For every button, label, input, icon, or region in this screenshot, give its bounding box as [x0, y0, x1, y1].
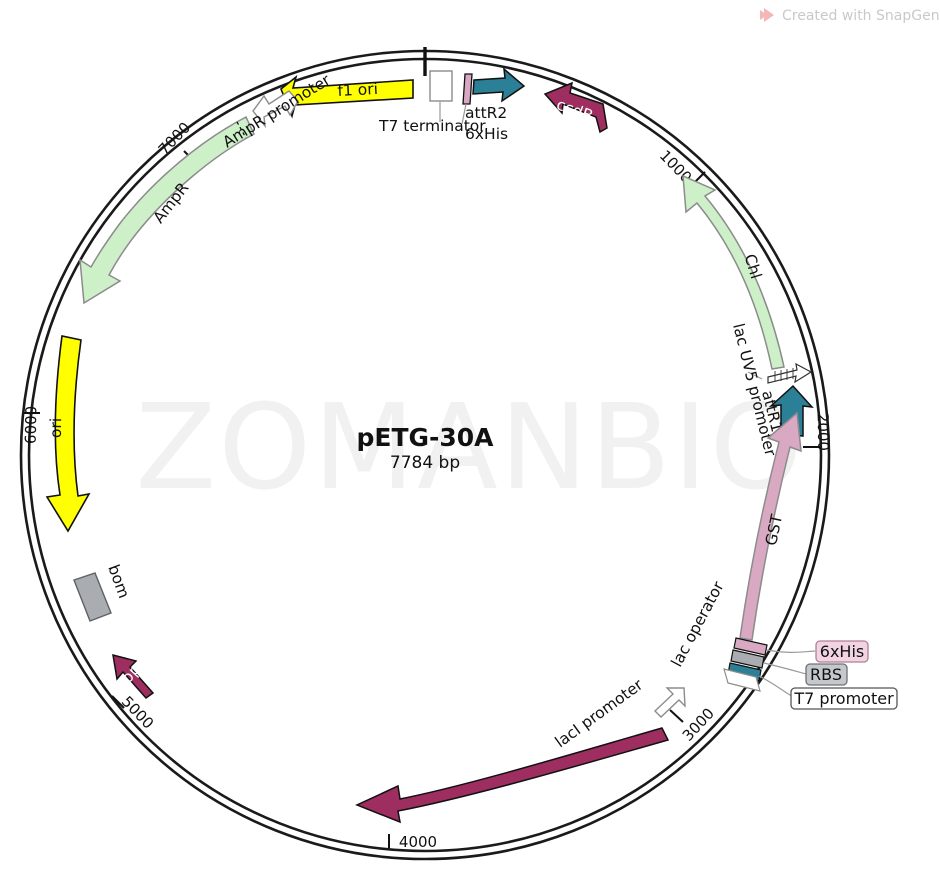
snapgene-logo-icon [760, 8, 774, 22]
feature-t7-terminator[interactable]: T7 terminator [378, 70, 486, 135]
callout-6xhis[interactable]: 6xHis [815, 640, 869, 663]
feature-laci-promoter-shape [653, 687, 686, 718]
tick-label-4000: 4000 [399, 833, 437, 851]
snapgene-label: Created with SnapGene® [782, 8, 940, 24]
feature-gst[interactable]: GST [739, 411, 802, 641]
feature-attr2-shape [472, 67, 526, 103]
feature-ori[interactable]: ori [45, 335, 91, 533]
watermark-zomanbio: ZOMANBIO [135, 378, 804, 516]
feature-ampr-promoter[interactable]: AmpR promoter [220, 71, 335, 152]
feature-ampr-promoter-shape [252, 90, 299, 129]
tick-2000: 2000 [803, 413, 832, 451]
feature-attr2[interactable]: attR2 [465, 67, 526, 122]
callout-t7-promoter-label: T7 promoter [793, 689, 894, 708]
tick-5000: 5000 [111, 693, 157, 733]
tick-4000: 4000 [388, 833, 437, 851]
feature-t7-terminator-label: T7 terminator [378, 117, 486, 135]
feature-laci-label: lacI [496, 784, 527, 809]
feature-ampr-shape [79, 115, 255, 305]
feature-bom-label: bom [104, 562, 133, 601]
feature-rop-shape [112, 653, 155, 700]
feature-ccdb-shape [543, 81, 608, 134]
feature-attr1[interactable]: attR1 [758, 384, 814, 437]
feature-t7-terminator-shape [429, 70, 453, 102]
feature-bom-shape [73, 572, 112, 622]
feature-attr2-label: attR2 [465, 104, 507, 122]
snapgene-branding: Created with SnapGene® [760, 8, 940, 24]
feature-6xhis-attr2-label: 6xHis [465, 125, 508, 143]
page-title: pETG-30A [356, 423, 494, 452]
feature-ampr-promoter-label: AmpR promoter [220, 71, 335, 152]
plasmid-length: 7784 bp [390, 453, 460, 473]
feature-lac-uv5-promoter-shape [767, 362, 813, 384]
feature-ori-shape [45, 335, 91, 533]
feature-bom[interactable]: bom [73, 562, 133, 622]
tick-3000: 3000 [669, 704, 718, 745]
feature-laci-shape [355, 727, 670, 824]
tick-label-2000: 2000 [814, 413, 833, 451]
callout-rbs-label: RBS [810, 665, 842, 684]
callout-t7-promoter[interactable]: T7 promoter [790, 687, 898, 710]
tick-label-6000: 6000 [22, 406, 41, 444]
callout-6xhis-box [815, 640, 869, 663]
tick-6000: 6000 [22, 406, 41, 444]
feature-ori-label: ori [47, 418, 65, 438]
feature-6xhis-block [733, 637, 768, 656]
feature-rbs-block [730, 649, 765, 669]
feature-6xhis-attr2[interactable]: 6xHis [461, 73, 508, 143]
callout-rbs-box [805, 663, 848, 686]
feature-gst-shape [739, 411, 802, 641]
feature-rop[interactable]: rop [112, 653, 155, 700]
feature-6xhis-attr2-shape [462, 73, 473, 105]
callout-6xhis-label: 6xHis [820, 642, 864, 661]
callout-t7-promoter-box [790, 687, 898, 710]
feature-attr1-shape [768, 384, 814, 437]
feature-f1-ori-label: f1 ori [337, 80, 378, 100]
callout-rbs[interactable]: RBS [805, 663, 848, 686]
feature-lac-operator-label: lac operator [668, 578, 728, 670]
feature-chl-shape [682, 174, 785, 370]
feature-t7-promoter-block [723, 668, 761, 692]
